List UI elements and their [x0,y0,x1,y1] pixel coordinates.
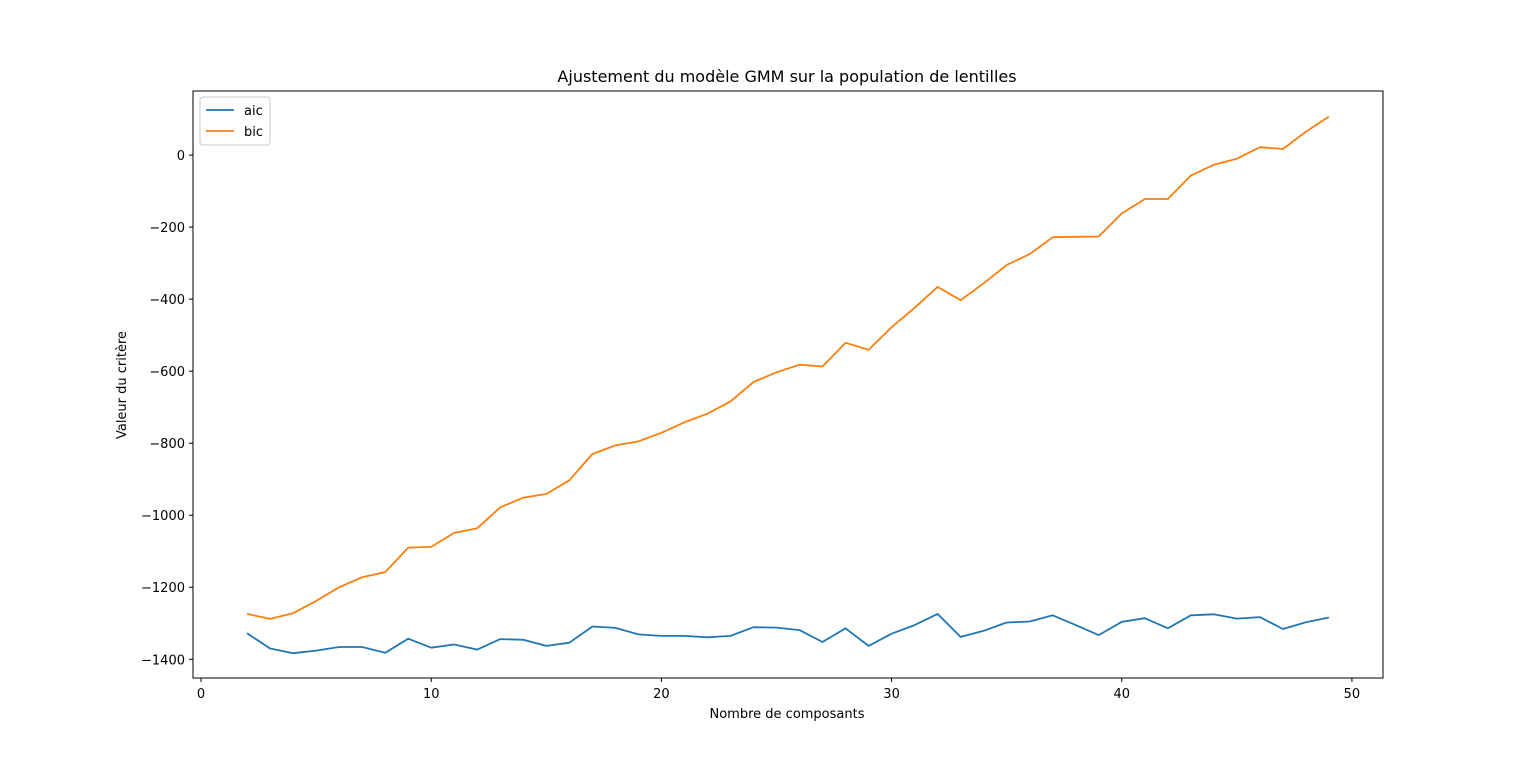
y-tick-label: −1400 [141,653,185,668]
y-tick-label: 0 [177,149,185,164]
x-tick-label: 40 [1113,687,1130,702]
x-tick-label: 0 [197,687,205,702]
x-axis: 0 10 20 30 40 50 [197,678,1360,702]
series-layer [246,115,1330,655]
legend-label-aic: aic [244,104,263,119]
chart-title: Ajustement du modèle GMM sur la populati… [557,67,1016,86]
y-tick-label: −800 [149,437,185,452]
legend: aic bic [199,96,271,146]
y-tick-label: −400 [149,293,185,308]
x-tick-label: 20 [653,687,670,702]
y-tick-label: −1000 [141,509,185,524]
y-axis: −1400 −1200 −1000 −800 −600 −400 −200 0 [141,149,193,668]
x-tick-label: 30 [883,687,900,702]
x-tick-label: 50 [1344,687,1361,702]
y-tick-label: −1200 [141,581,185,596]
plot-area [192,90,1384,679]
legend-label-bic: bic [244,125,263,140]
y-tick-label: −600 [149,365,185,380]
y-tick-label: −200 [149,221,185,236]
series-line-aic [246,613,1330,655]
x-axis-label: Nombre de composants [710,707,865,722]
legend-box [199,96,271,146]
y-axis-label: Valeur du critère [115,331,130,439]
series-line-bic [246,115,1330,620]
x-tick-label: 10 [423,687,440,702]
